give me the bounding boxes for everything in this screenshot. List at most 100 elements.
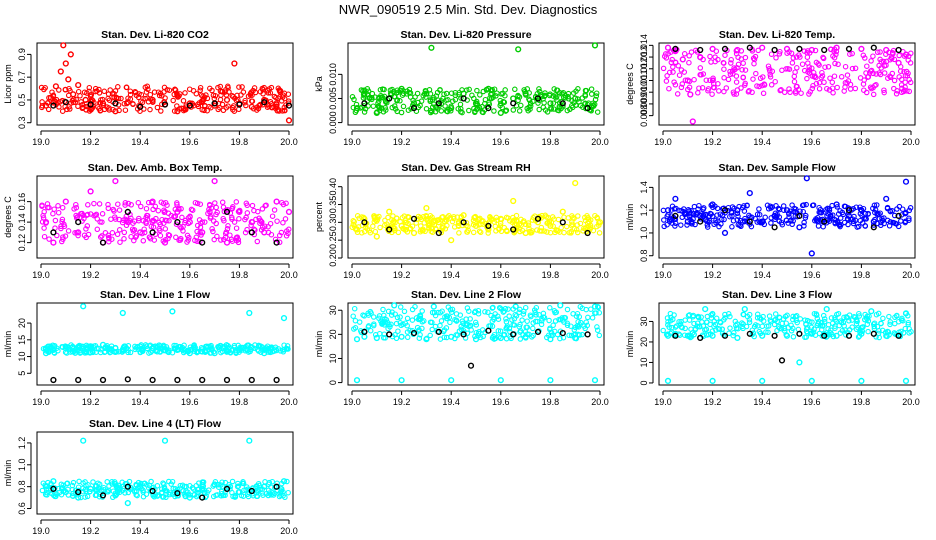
- data-point-bg: [550, 322, 556, 329]
- data-point-bg: [790, 316, 796, 323]
- data-point-bg: [813, 311, 820, 317]
- data-point-bg: [191, 491, 198, 498]
- data-point-bg: [369, 94, 375, 101]
- data-point-bg: [458, 323, 464, 330]
- data-point-bg: [539, 316, 545, 322]
- data-point-bg: [96, 105, 102, 112]
- data-point-all: [62, 345, 69, 352]
- data-point-bg: [464, 229, 471, 235]
- data-point-bg: [536, 106, 542, 113]
- data-point-all: [361, 215, 368, 222]
- data-point-bg: [135, 94, 142, 101]
- data-point-bg: [552, 328, 558, 335]
- data-point-bg: [670, 64, 676, 70]
- data-point-bg: [459, 109, 465, 116]
- data-point-all: [702, 306, 709, 313]
- data-point-bg: [701, 205, 707, 211]
- data-point-bg: [517, 336, 524, 342]
- data-point-bg: [99, 233, 105, 239]
- data-point-bg: [676, 72, 683, 78]
- data-point-bg: [667, 317, 674, 324]
- y-tick-label: 0.3: [17, 116, 27, 129]
- data-point-all: [559, 208, 566, 215]
- data-point-bg: [150, 206, 156, 213]
- data-point-bg: [563, 223, 570, 230]
- data-point-bg: [672, 82, 679, 88]
- data-point-bg: [141, 480, 148, 486]
- data-point-hourly: [559, 219, 566, 226]
- data-point-bg: [826, 207, 833, 214]
- data-point-bg: [254, 493, 261, 500]
- data-point-bg: [213, 204, 219, 211]
- data-point-hourly: [435, 100, 442, 107]
- data-point-bg: [661, 217, 667, 223]
- data-point-hourly: [261, 99, 268, 106]
- data-point-bg: [557, 335, 563, 342]
- data-point-hourly: [386, 331, 393, 338]
- data-point-bg: [754, 211, 761, 218]
- data-point-bg: [442, 103, 448, 109]
- data-point-bg: [884, 217, 891, 224]
- data-point-bg: [793, 312, 800, 319]
- data-point-all: [771, 212, 778, 220]
- data-point-bg: [442, 217, 449, 223]
- data-point-all: [895, 59, 902, 67]
- x-tick-label: 19.4: [442, 270, 460, 280]
- data-point-all: [373, 334, 380, 342]
- data-point-bg: [503, 227, 510, 234]
- data-point-bg: [550, 100, 557, 106]
- data-point-bg: [814, 322, 820, 329]
- data-point-bg: [213, 211, 219, 218]
- panel-title: Stan. Dev. Li-820 Pressure: [400, 29, 531, 41]
- data-point-bg: [773, 203, 779, 209]
- data-point-bg: [253, 490, 260, 496]
- x-tick-label: 20.0: [902, 137, 920, 147]
- data-point-bg: [870, 91, 877, 98]
- data-point-bg: [686, 59, 692, 66]
- data-point-bg: [264, 104, 271, 110]
- data-point-bg: [819, 73, 826, 79]
- data-point-all: [679, 56, 686, 63]
- data-point-all: [783, 207, 791, 214]
- data-point-all: [448, 104, 455, 112]
- data-point-all: [522, 90, 529, 97]
- data-point-bg: [739, 320, 745, 326]
- data-point-bg: [140, 489, 146, 495]
- data-point-bg: [376, 98, 382, 104]
- data-point-bg: [870, 53, 876, 59]
- data-point-bg: [792, 313, 799, 320]
- data-point-bg: [112, 88, 119, 94]
- data-point-bg: [479, 103, 485, 110]
- data-point-bg: [85, 202, 91, 208]
- data-point-bg: [71, 206, 77, 212]
- data-point-bg: [906, 325, 912, 332]
- data-point-bg: [197, 201, 204, 207]
- data-point-all: [883, 332, 890, 339]
- data-point-bg: [690, 216, 696, 222]
- data-point-all: [783, 45, 791, 53]
- data-point-hourly: [75, 376, 82, 384]
- data-point-bg: [559, 317, 566, 323]
- data-point-hourly: [895, 212, 902, 220]
- x-tick-label: 19.6: [803, 270, 821, 280]
- data-point-bg: [487, 214, 493, 220]
- data-point-bg: [84, 211, 91, 218]
- data-point-bg: [737, 222, 743, 229]
- data-point-bg: [898, 317, 905, 323]
- data-point-bg: [131, 218, 138, 224]
- data-point-bg: [371, 213, 377, 219]
- data-point-hourly: [510, 100, 517, 107]
- data-point-bg: [397, 98, 403, 104]
- x-tick-label: 19.8: [542, 397, 560, 407]
- data-point-all: [361, 333, 368, 340]
- data-point-bg: [194, 222, 201, 229]
- data-point-bg: [227, 349, 233, 356]
- x-tick-label: 19.8: [542, 137, 560, 147]
- data-point-bg: [438, 229, 445, 236]
- data-point-bg: [135, 199, 142, 206]
- data-point-all: [664, 332, 672, 339]
- data-point-bg: [414, 90, 421, 97]
- data-point-bg: [222, 89, 228, 95]
- panel-title: Stan. Dev. Li-820 Temp.: [719, 29, 835, 41]
